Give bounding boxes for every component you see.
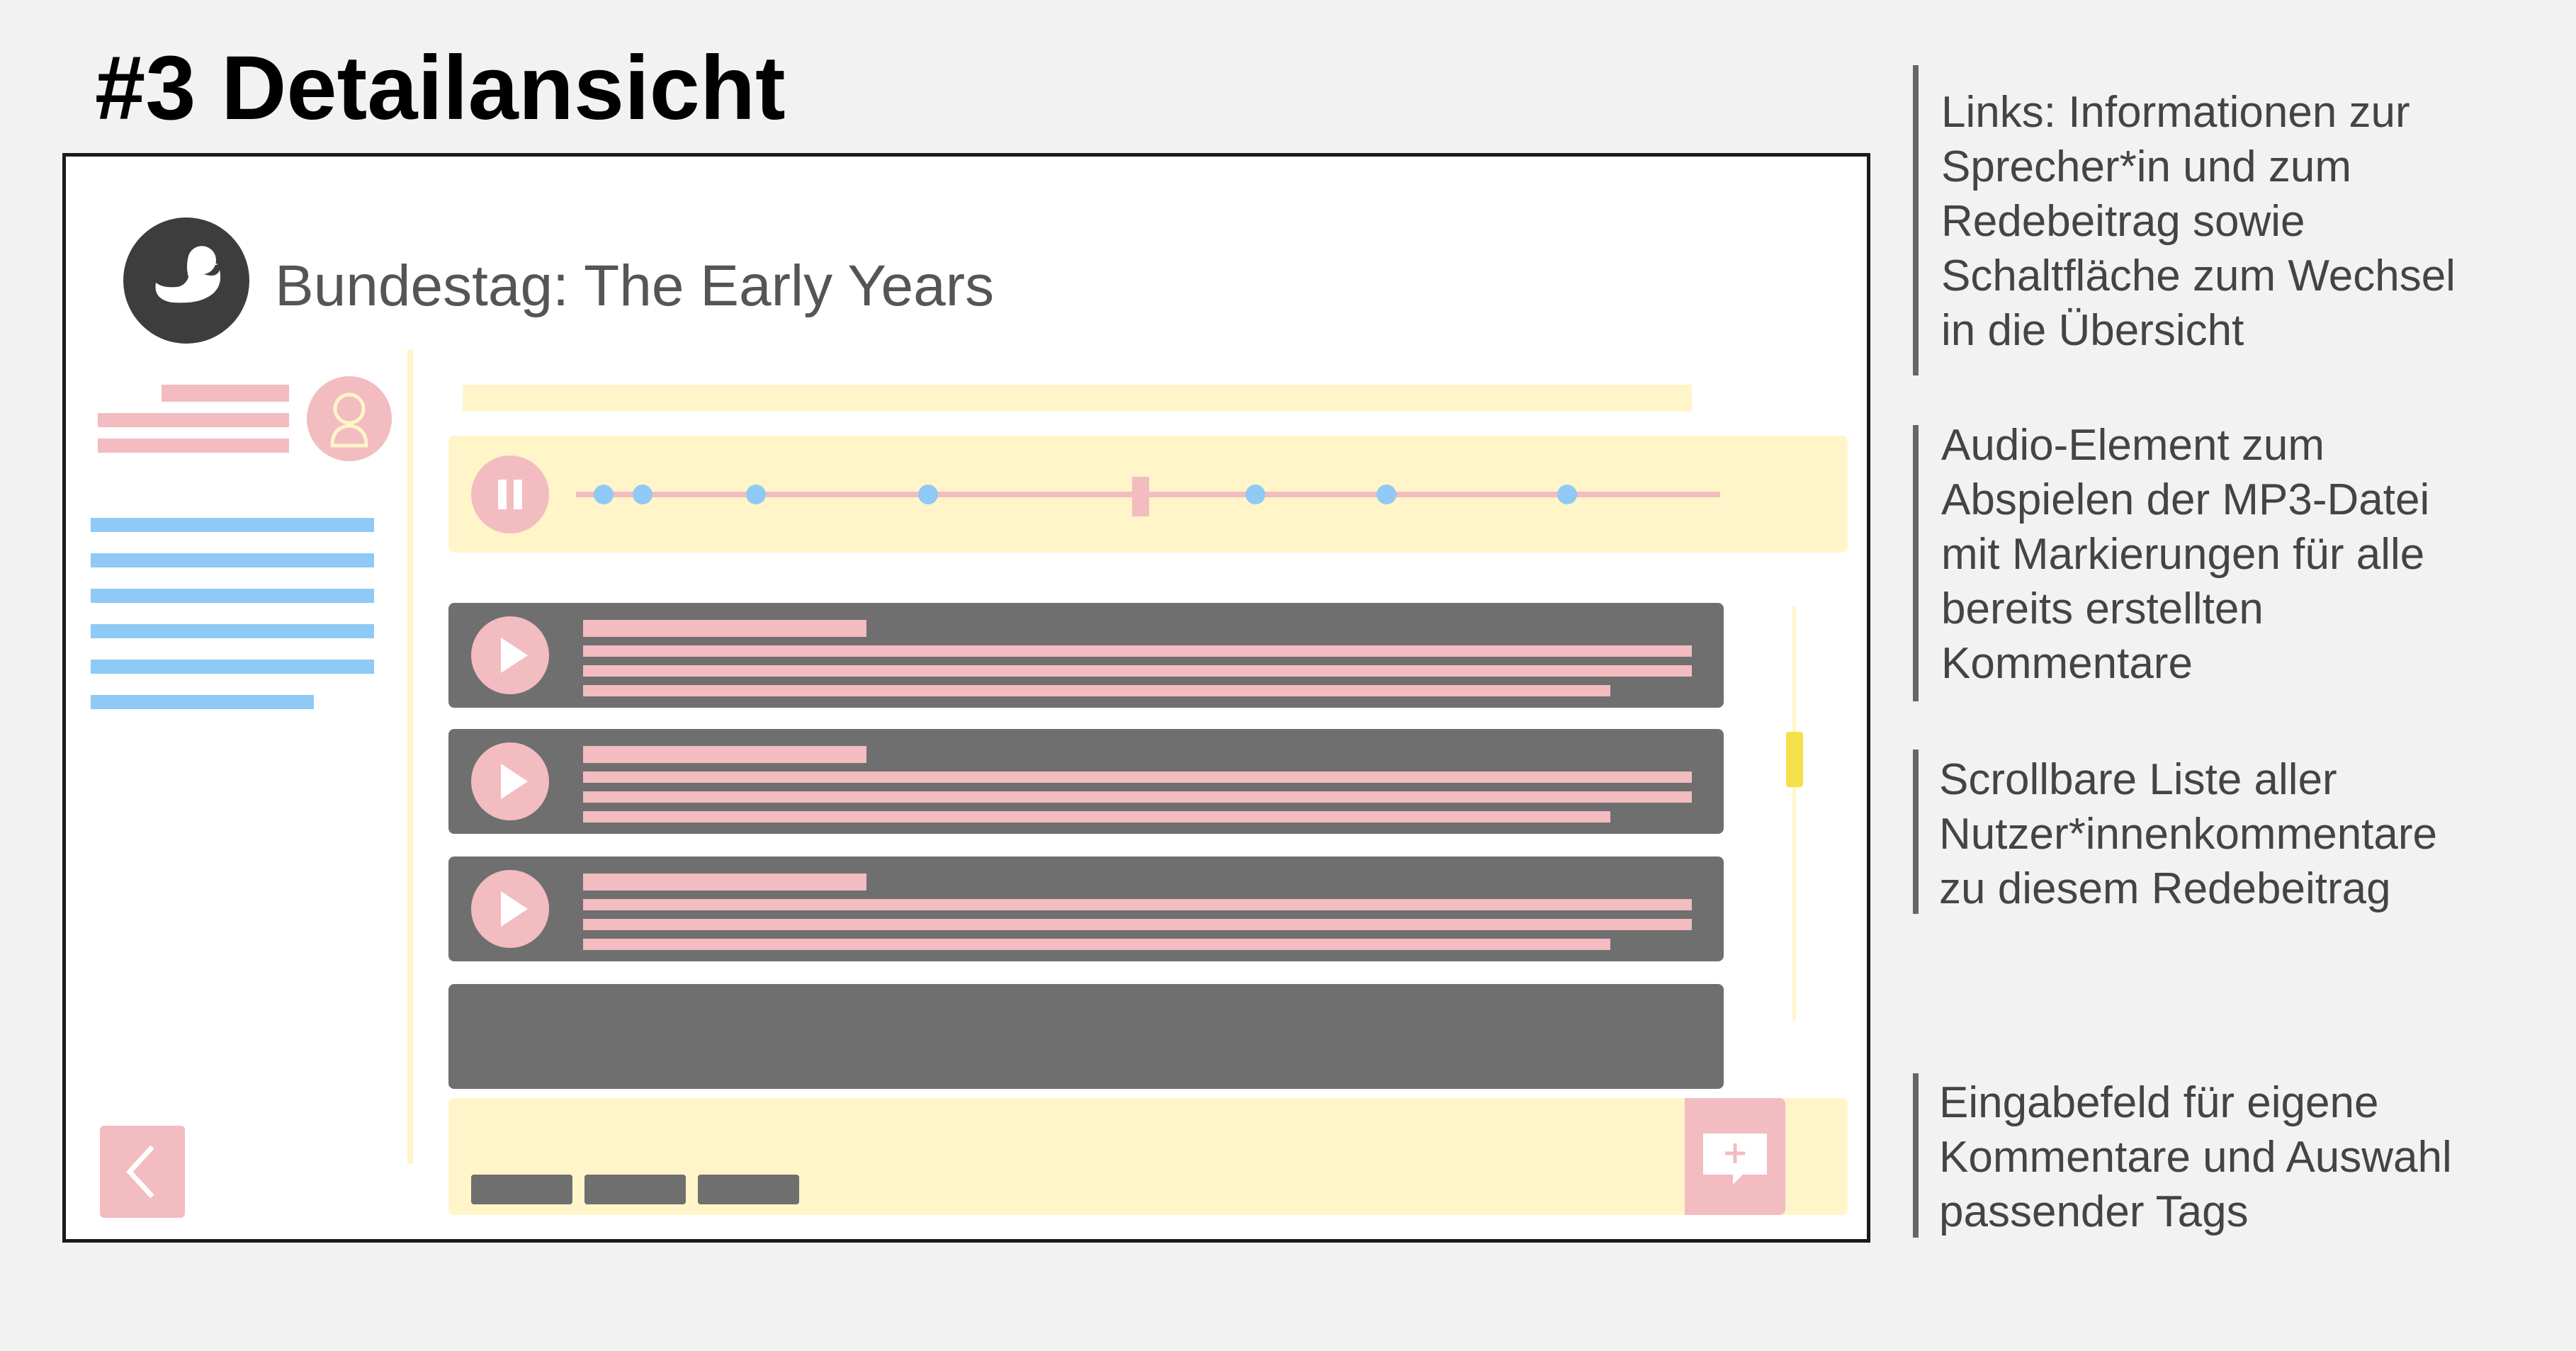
comment-text-placeholder: [583, 791, 1692, 803]
annotation-line: Kommentare: [1941, 639, 2193, 688]
comment-author-placeholder: [583, 874, 866, 891]
annotation-line: passender Tags: [1939, 1187, 2249, 1236]
comment-item[interactable]: [448, 603, 1724, 708]
duck-icon: [123, 217, 249, 344]
speech-info-line: [91, 589, 374, 603]
annotation-line: Audio-Element zum: [1941, 421, 2325, 470]
pause-button[interactable]: [471, 456, 549, 533]
comment-text-placeholder: [583, 685, 1610, 696]
speech-info-line: [91, 695, 314, 709]
speech-title-placeholder: [463, 385, 1692, 412]
comment-author-placeholder: [583, 746, 866, 763]
annotation-line: Redebeitrag sowie: [1941, 197, 2305, 246]
comment-author-placeholder: [583, 620, 866, 637]
annotation-line: Schaltfläche zum Wechsel: [1941, 251, 2456, 300]
comment-text-placeholder: [583, 939, 1610, 950]
annotation-line: mit Markierungen für alle: [1941, 530, 2425, 579]
annotation-line: Scrollbare Liste aller: [1939, 755, 2337, 804]
annotation-audio-element: Audio-Element zum Abspielen der MP3-Date…: [1941, 418, 2429, 691]
annotation-sidebar-info: Links: Informationen zur Sprecher*in und…: [1941, 85, 2456, 358]
annotation-line: Abspielen der MP3-Datei: [1941, 475, 2430, 524]
annotation-line: Links: Informationen zur: [1941, 88, 2410, 137]
add-comment-icon: [1703, 1134, 1767, 1185]
app-title: Bundestag: The Early Years: [275, 254, 995, 318]
speech-info-line: [91, 624, 374, 638]
comment-text-placeholder: [583, 811, 1610, 823]
column-divider: [407, 349, 413, 1164]
comment-marker[interactable]: [746, 485, 766, 504]
annotation-line: in die Übersicht: [1941, 306, 2244, 355]
comment-item[interactable]: [448, 857, 1724, 961]
speech-info-line: [91, 660, 374, 674]
comment-marker[interactable]: [918, 485, 938, 504]
tag-button[interactable]: [698, 1175, 799, 1204]
annotation-line: Nutzer*innenkommentare: [1939, 810, 2438, 859]
comment-item[interactable]: [448, 984, 1724, 1089]
comment-text-placeholder: [583, 645, 1692, 657]
comment-list-scrollbar-track[interactable]: [1792, 606, 1796, 1021]
comment-text-placeholder: [583, 919, 1692, 930]
speaker-avatar-icon: [307, 376, 392, 461]
speaker-info-placeholder: [98, 413, 289, 427]
annotation-line: Kommentare und Auswahl: [1939, 1133, 2452, 1182]
annotation-comment-list: Scrollbare Liste aller Nutzer*innenkomme…: [1939, 752, 2437, 916]
add-comment-button[interactable]: [1685, 1098, 1785, 1215]
chevron-left-icon: [126, 1145, 154, 1199]
annotation-comment-input: Eingabefeld für eigene Kommentare und Au…: [1939, 1075, 2452, 1239]
speaker-info-placeholder: [98, 439, 289, 453]
annotation-divider: [1913, 750, 1919, 914]
comment-list-scrollbar-thumb[interactable]: [1786, 732, 1803, 787]
pause-icon: [498, 480, 522, 509]
annotation-line: Sprecher*in und zum: [1941, 142, 2351, 191]
comment-text-placeholder: [583, 899, 1692, 910]
comment-marker[interactable]: [1557, 485, 1577, 504]
tag-button[interactable]: [584, 1175, 686, 1204]
back-button[interactable]: [100, 1126, 185, 1218]
page-title: #3 Detailansicht: [95, 38, 786, 139]
annotation-divider: [1913, 425, 1919, 701]
comment-item[interactable]: [448, 729, 1724, 834]
comment-marker[interactable]: [1245, 485, 1265, 504]
comment-text-placeholder: [583, 771, 1692, 783]
tag-button[interactable]: [471, 1175, 572, 1204]
comment-list[interactable]: [448, 603, 1724, 1170]
annotation-line: Eingabefeld für eigene: [1939, 1078, 2379, 1127]
play-comment-button[interactable]: [471, 742, 549, 820]
annotation-line: zu diesem Redebeitrag: [1939, 864, 2391, 913]
audio-player[interactable]: [448, 436, 1848, 553]
speech-info-line: [91, 553, 374, 567]
play-icon: [501, 891, 528, 927]
play-comment-button[interactable]: [471, 870, 549, 948]
comment-marker[interactable]: [633, 485, 653, 504]
play-comment-button[interactable]: [471, 616, 549, 694]
comment-marker[interactable]: [594, 485, 614, 504]
play-icon: [501, 764, 528, 799]
speech-info-line: [91, 518, 374, 532]
speaker-name-placeholder: [162, 385, 289, 402]
annotation-divider: [1913, 65, 1919, 375]
comment-marker[interactable]: [1377, 485, 1396, 504]
annotation-divider: [1913, 1073, 1919, 1238]
app-mockup-frame: Bundestag: The Early Years: [62, 153, 1870, 1243]
annotation-line: bereits erstellten: [1941, 584, 2264, 633]
comment-text-placeholder: [583, 665, 1692, 677]
play-icon: [501, 638, 528, 673]
audio-playhead[interactable]: [1132, 477, 1149, 516]
comment-input[interactable]: [448, 1098, 1848, 1215]
